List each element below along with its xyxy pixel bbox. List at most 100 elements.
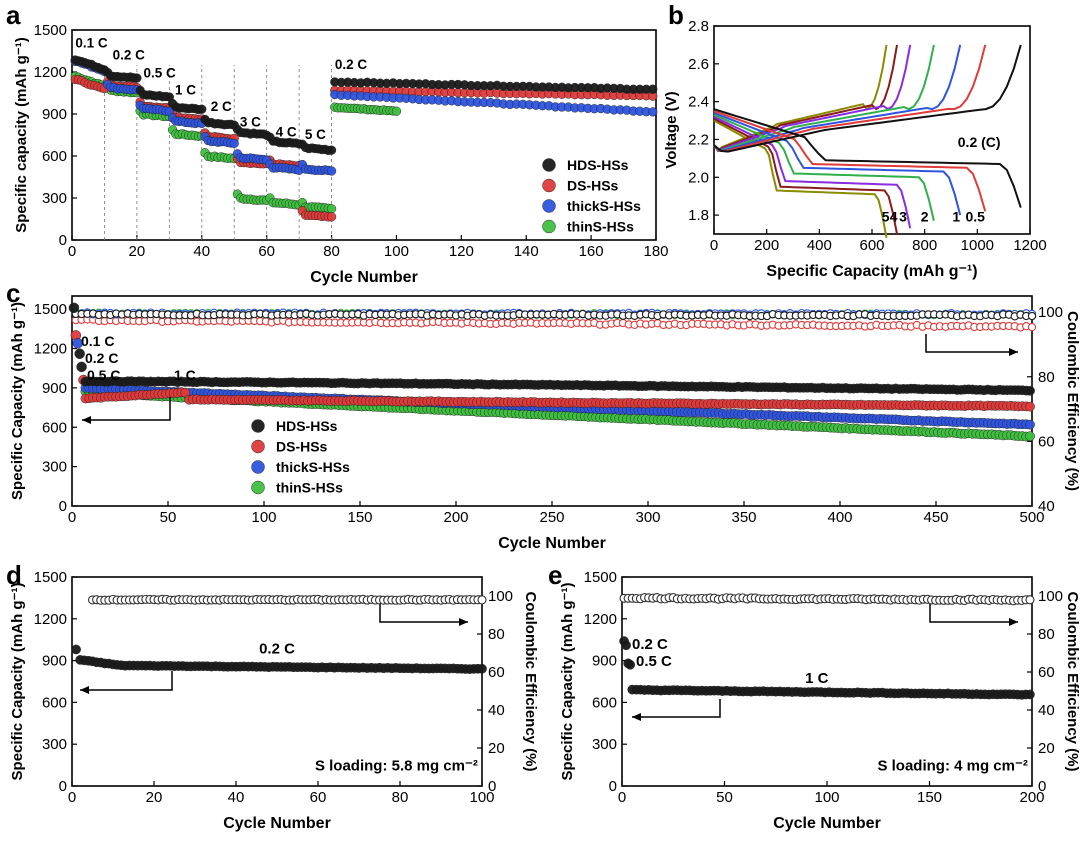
y-tick-label: 300: [42, 190, 67, 207]
y-tick-label: 2.6: [688, 56, 709, 73]
x-tick-label: 200: [443, 509, 468, 526]
curve-label: 1: [952, 209, 960, 225]
legend-label: HDS-HSs: [567, 157, 629, 173]
y-tick-label: 900: [42, 106, 67, 123]
x-tick-label: 100: [469, 789, 494, 806]
curve-label: 5: [882, 209, 890, 225]
discharge-curve: [713, 117, 898, 235]
y2-tick-label: 60: [1038, 664, 1055, 681]
y2-tick-label: 40: [488, 702, 505, 719]
data-point: [132, 73, 142, 83]
rate-label: 0.5 C: [143, 66, 176, 81]
x-tick-label: 180: [643, 243, 668, 260]
data-point: [326, 145, 337, 155]
legend-label: DS-HSs: [567, 178, 619, 194]
legend-marker: [251, 480, 265, 495]
charge-curve: [713, 44, 912, 153]
right-arrow-head: [459, 617, 468, 627]
y-axis-label: Specific Capacity (mAh g⁻¹): [9, 302, 26, 500]
discharge-curve: [713, 119, 888, 238]
data-point: [229, 138, 239, 149]
data-point: [1025, 401, 1035, 412]
charge-curve: [713, 44, 888, 153]
x-axis-label: Specific Capacity (mAh g⁻¹): [766, 263, 977, 280]
y-tick-label: 600: [592, 694, 617, 711]
x-tick-label: 150: [917, 789, 942, 806]
y2-tick-label: 0: [1038, 778, 1046, 795]
y-tick-label: 300: [42, 459, 67, 476]
y-tick-label: 600: [42, 419, 67, 436]
x-tick-label: 140: [514, 243, 539, 260]
legend-marker: [542, 199, 556, 213]
data-point: [648, 107, 658, 117]
legend-marker: [542, 219, 556, 234]
data-point: [76, 361, 87, 373]
x-tick-label: 0: [68, 243, 76, 260]
y-tick-label: 900: [592, 653, 617, 670]
x-tick-label: 400: [807, 237, 832, 254]
y-tick-label: 1200: [34, 611, 67, 628]
x-tick-label: 120: [449, 243, 474, 260]
data-point: [1025, 419, 1035, 430]
data-point: [197, 104, 207, 114]
x-tick-label: 100: [384, 243, 409, 260]
curve-label: 3: [899, 209, 907, 225]
data-point: [477, 663, 487, 674]
x-tick-label: 0: [710, 237, 718, 254]
x-tick-label: 80: [323, 243, 340, 260]
left-arrow-head: [80, 685, 89, 695]
y-tick-label: 0: [59, 232, 67, 249]
x-tick-label: 800: [912, 237, 937, 254]
right-arrow: [379, 604, 468, 623]
x-tick-label: 0: [68, 509, 76, 526]
x-tick-label: 1200: [1013, 237, 1046, 254]
y2-tick-label: 100: [1038, 304, 1063, 321]
x-axis-label: Cycle Number: [498, 535, 606, 552]
legend-marker: [251, 419, 265, 433]
x-tick-label: 60: [258, 243, 275, 260]
y2-tick-label: 100: [1038, 588, 1063, 605]
data-point: [71, 644, 81, 655]
left-arrow: [80, 671, 173, 691]
discharge-curve: [713, 110, 987, 212]
data-point: [391, 106, 402, 116]
x-tick-label: 600: [859, 237, 884, 254]
x-tick-label: 450: [923, 509, 948, 526]
data-point: [326, 204, 337, 214]
y2-axis-label: Coulombic Efficiency (%): [522, 591, 539, 771]
data-point: [68, 302, 80, 314]
panel-a: 0 20 40 60 80 100 120 140 160 180 0 300 600 900 1200 15…: [6, 0, 669, 286]
curve-label: 0.2 (C): [958, 134, 1001, 150]
y-tick-label: 1200: [34, 64, 67, 81]
y2-tick-label: 40: [1038, 498, 1055, 515]
y2-tick-label: 20: [488, 740, 505, 757]
charge-curve: [713, 44, 935, 153]
ce-point: [1025, 595, 1035, 605]
ce-point: [477, 595, 487, 605]
y-tick-label: 0: [59, 778, 67, 795]
x-tick-label: 100: [251, 509, 276, 526]
panel-c: 0 50 100 150 200 250 300 350 400 450 500 0 300 600 900…: [6, 278, 1080, 552]
y2-tick-label: 80: [1038, 626, 1055, 643]
legend-label: HDS-HSs: [276, 418, 338, 434]
x-tick-label: 40: [193, 243, 210, 260]
y-axis-label: Specific Capacity (mAh g⁻¹): [9, 583, 26, 781]
data-point: [621, 640, 631, 651]
charge-curve: [713, 44, 962, 152]
y2-tick-label: 80: [1038, 369, 1055, 386]
y2-tick-label: 100: [488, 588, 513, 605]
y-tick-label: 900: [42, 653, 67, 670]
data-point: [1025, 385, 1035, 396]
rate-label: 0.2 C: [85, 350, 118, 366]
plot-frame: [71, 576, 483, 787]
data-point: [648, 84, 658, 94]
rate-label: 2 C: [211, 99, 232, 114]
x-tick-label: 100: [814, 789, 839, 806]
y-tick-label: 1.8: [688, 207, 709, 224]
y-axis-label: Voltage (V): [663, 91, 680, 168]
x-tick-label: 20: [129, 243, 146, 260]
curve-label: 4: [890, 209, 898, 225]
y-tick-label: 1200: [584, 611, 617, 628]
panel-label: a: [6, 0, 21, 30]
y-tick-label: 300: [42, 736, 67, 753]
